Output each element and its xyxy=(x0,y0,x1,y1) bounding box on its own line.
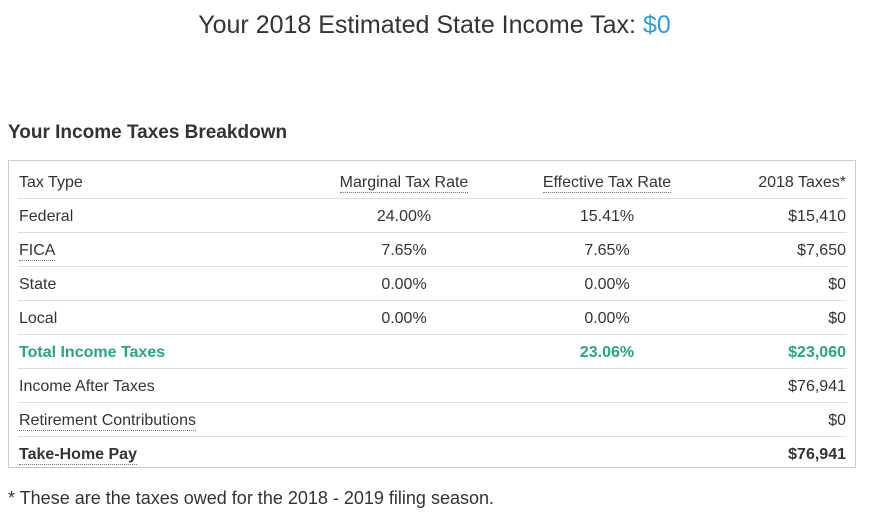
page-title: Your 2018 Estimated State Income Tax: $0 xyxy=(0,9,869,41)
tax-breakdown-table: Tax Type Marginal Tax Rate Effective Tax… xyxy=(8,160,856,468)
row-label: Federal xyxy=(19,208,74,225)
tax-amount: $23,060 xyxy=(788,344,846,361)
effective-rate: 0.00% xyxy=(584,276,630,293)
table-row-take-home: Take-Home Pay $76,941 xyxy=(18,437,847,471)
tax-amount: $76,941 xyxy=(788,446,846,463)
table-row-retirement: Retirement Contributions $0 xyxy=(18,403,847,437)
marginal-rate: 7.65% xyxy=(381,242,427,259)
page-title-text: Your 2018 Estimated State Income Tax: xyxy=(198,11,643,39)
marginal-rate: 24.00% xyxy=(376,208,432,225)
effective-rate: 23.06% xyxy=(579,344,635,361)
marginal-rate xyxy=(304,335,504,368)
effective-rate: 7.65% xyxy=(584,242,630,259)
tax-amount: $76,941 xyxy=(788,378,846,395)
table-row-local: Local 0.00% 0.00% $0 xyxy=(18,301,847,335)
fica-tooltip-link[interactable]: FICA xyxy=(19,242,56,261)
effective-rate: 15.41% xyxy=(579,208,635,225)
tax-amount: $15,410 xyxy=(788,208,846,225)
table-row-total: Total Income Taxes 23.06% $23,060 xyxy=(18,335,847,369)
breakdown-title: Your Income Taxes Breakdown xyxy=(8,122,288,143)
table-row-state: State 0.00% 0.00% $0 xyxy=(18,267,847,301)
marginal-rate: 0.00% xyxy=(381,276,427,293)
table-row-federal: Federal 24.00% 15.41% $15,410 xyxy=(18,199,847,233)
table-header-row: Tax Type Marginal Tax Rate Effective Tax… xyxy=(18,165,847,199)
table-row-income-after-taxes: Income After Taxes $76,941 xyxy=(18,369,847,403)
header-effective-rate[interactable]: Effective Tax Rate xyxy=(507,165,707,198)
marginal-rate: 0.00% xyxy=(381,310,427,327)
row-label: Total Income Taxes xyxy=(19,344,166,361)
header-tax-type: Tax Type xyxy=(19,174,83,191)
state-tax-amount: $0 xyxy=(642,11,671,39)
row-label[interactable]: Retirement Contributions xyxy=(19,403,196,436)
row-label: State xyxy=(19,276,57,293)
tax-amount: $0 xyxy=(828,412,846,429)
header-marginal-rate[interactable]: Marginal Tax Rate xyxy=(304,165,504,198)
tax-amount: $0 xyxy=(828,310,846,327)
footnote: * These are the taxes owed for the 2018 … xyxy=(8,488,494,508)
take-home-tooltip-link[interactable]: Take-Home Pay xyxy=(19,446,137,465)
effective-rate: 0.00% xyxy=(584,310,630,327)
row-label: Income After Taxes xyxy=(19,378,155,395)
header-2018-taxes: 2018 Taxes* xyxy=(758,174,846,191)
tax-amount: $0 xyxy=(828,276,846,293)
row-label[interactable]: FICA xyxy=(19,233,56,266)
row-label: Local xyxy=(19,310,58,327)
tax-amount: $7,650 xyxy=(797,242,846,259)
retirement-tooltip-link[interactable]: Retirement Contributions xyxy=(19,412,196,431)
row-label[interactable]: Take-Home Pay xyxy=(19,437,137,470)
table-row-fica: FICA 7.65% 7.65% $7,650 xyxy=(18,233,847,267)
header-effective-rate-label[interactable]: Effective Tax Rate xyxy=(542,174,672,193)
header-marginal-rate-label[interactable]: Marginal Tax Rate xyxy=(339,174,469,193)
